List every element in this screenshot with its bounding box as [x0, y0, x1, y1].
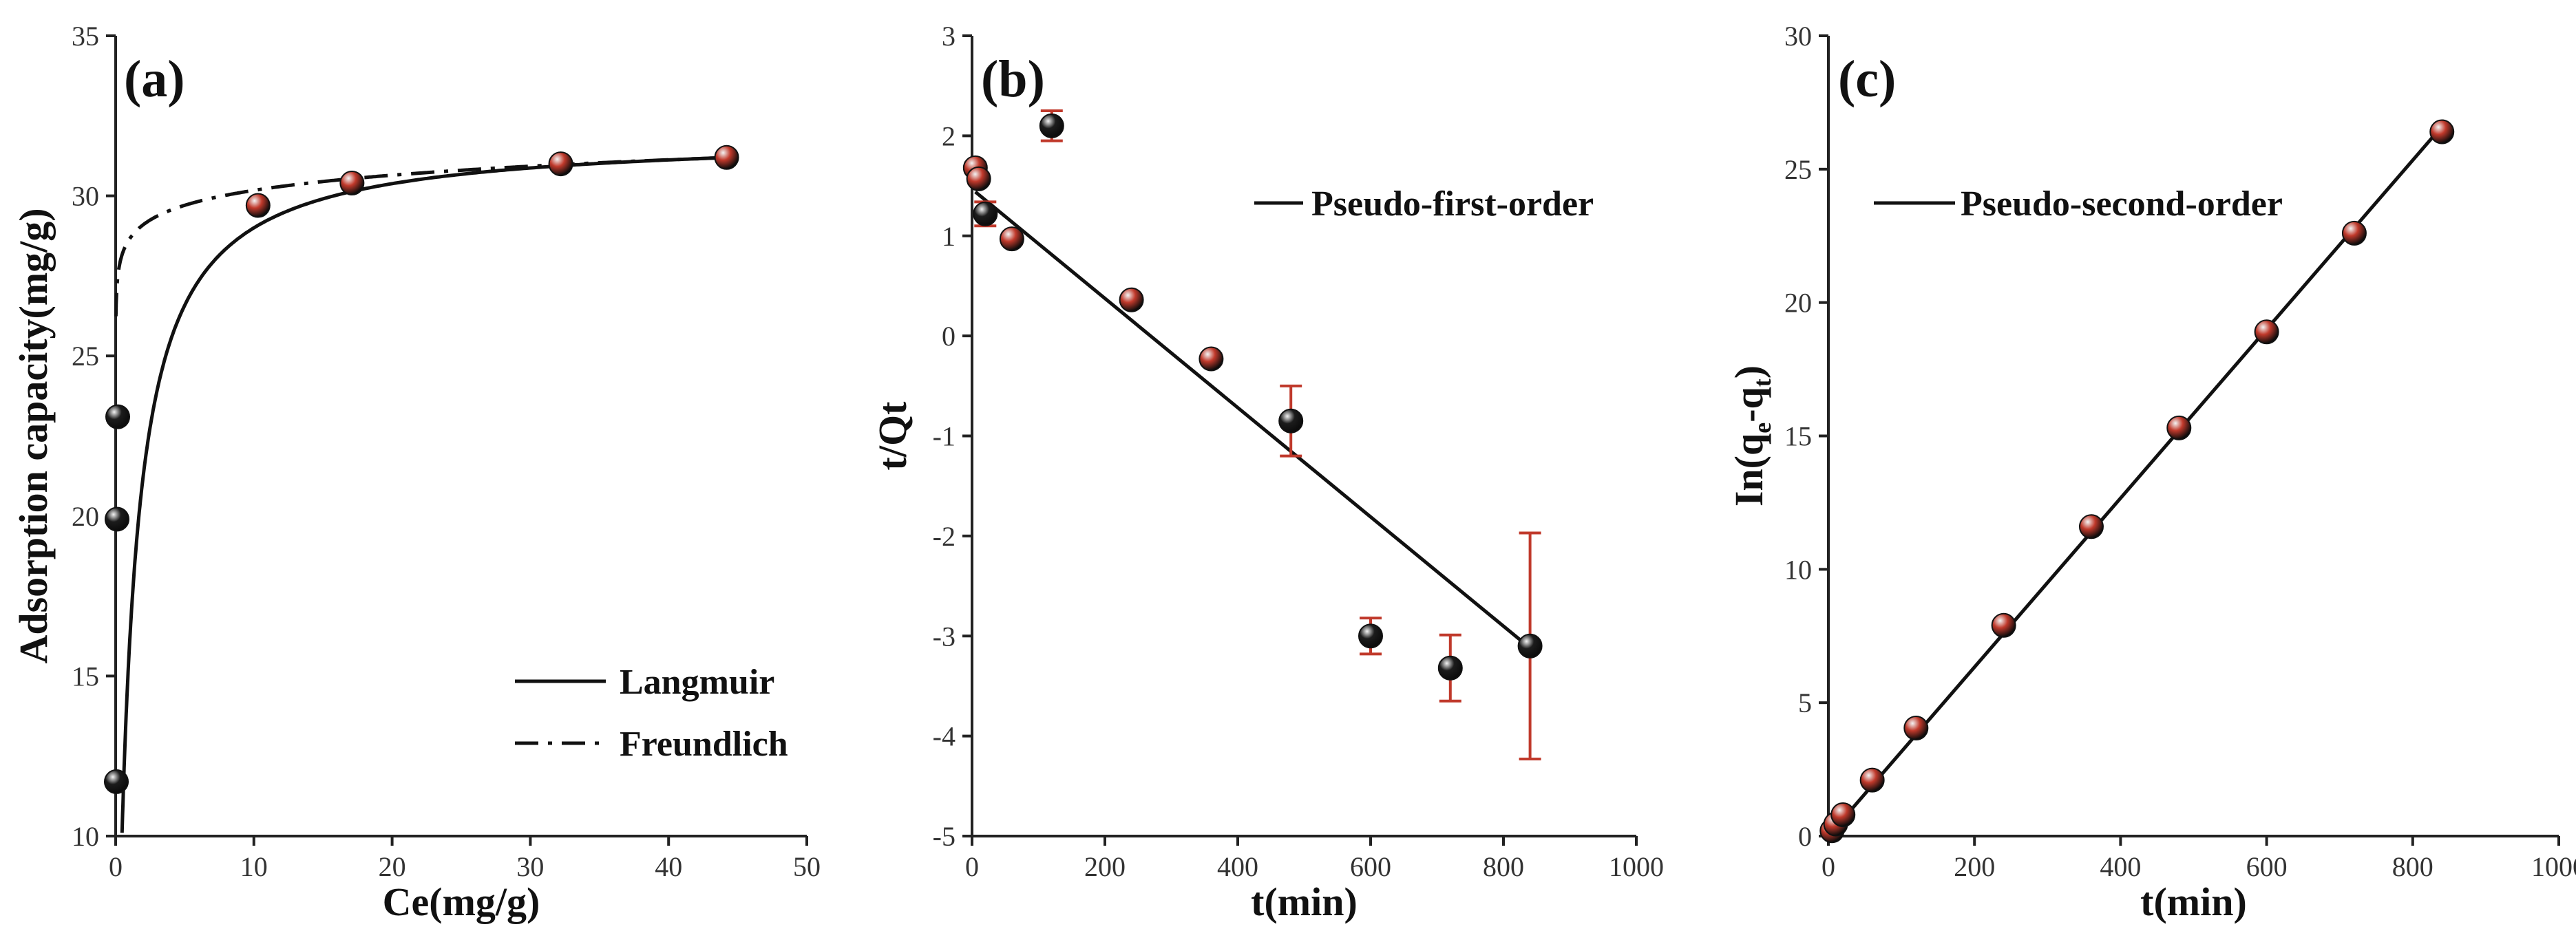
- x-tick-label: 50: [793, 851, 821, 882]
- y-tick-label: 30: [72, 181, 99, 212]
- legend-label: Langmuir: [620, 663, 774, 702]
- legend-label: Pseudo-first-order: [1311, 184, 1594, 224]
- x-tick-label: 1000: [1609, 851, 1664, 882]
- data-point: [548, 151, 573, 177]
- x-tick-label: 0: [965, 851, 979, 882]
- data-point: [1278, 408, 1304, 434]
- y-axis-title: Adsorption capacity(mg/g): [11, 208, 56, 663]
- y-tick-label: 25: [72, 341, 99, 372]
- data-point: [2078, 514, 2104, 539]
- data-point: [2341, 220, 2367, 246]
- data-point: [339, 170, 365, 195]
- y-tick-label: 25: [1784, 154, 1812, 185]
- data-point: [1039, 113, 1064, 138]
- data-point: [1437, 655, 1463, 681]
- y-axis-title: In(qe-qt): [1727, 365, 1776, 506]
- x-tick-label: 1000: [2531, 851, 2576, 882]
- y-tick-label: 30: [1784, 21, 1812, 52]
- x-tick-label: 0: [1822, 851, 1835, 882]
- x-tick-label: 30: [516, 851, 544, 882]
- x-tick-label: 20: [379, 851, 406, 882]
- y-axis-title-sub: e: [1749, 423, 1776, 434]
- data-point: [1199, 346, 1224, 372]
- data-point: [1119, 287, 1144, 312]
- x-tick-label: 600: [2246, 851, 2288, 882]
- fit-line-pseudo-second-order: [1827, 125, 2444, 837]
- x-tick-label: 10: [240, 851, 268, 882]
- legend-label: Freundlich: [620, 725, 788, 764]
- data-point: [1991, 612, 2016, 638]
- y-tick-label: -2: [933, 521, 956, 552]
- data-point: [966, 166, 991, 191]
- x-tick-label: 600: [1350, 851, 1391, 882]
- data-point: [105, 506, 130, 532]
- y-tick-label: -1: [933, 421, 956, 452]
- data-point: [1358, 623, 1383, 649]
- y-axis-title: t/Qt: [870, 401, 915, 471]
- data-point: [104, 769, 129, 794]
- y-tick-label: 20: [1784, 288, 1812, 319]
- y-axis-title-part: -q: [1727, 387, 1771, 423]
- panel-label: (b): [981, 50, 1045, 108]
- y-tick-label: -5: [933, 821, 956, 852]
- data-point: [973, 201, 998, 226]
- fit-line-freundlich: [114, 155, 738, 317]
- y-tick-label: -4: [933, 721, 956, 752]
- data-point: [1517, 633, 1543, 659]
- y-tick-label: 35: [72, 21, 99, 52]
- y-tick-label: 1: [942, 221, 956, 252]
- y-tick-label: 10: [72, 821, 99, 852]
- data-point: [1830, 802, 1856, 827]
- x-axis-title: t(min): [1251, 879, 1358, 924]
- y-tick-label: 15: [1784, 421, 1812, 452]
- y-tick-label: 20: [72, 501, 99, 532]
- x-axis-title: t(min): [2140, 879, 2247, 924]
- data-point: [2254, 319, 2279, 345]
- y-axis-title-part: In(q: [1727, 434, 1771, 506]
- y-tick-label: 0: [1798, 821, 1812, 852]
- y-axis-title-sub: t: [1749, 378, 1776, 387]
- y-tick-label: 5: [1798, 687, 1812, 718]
- y-tick-label: 0: [942, 321, 956, 352]
- x-tick-label: 800: [1483, 851, 1524, 882]
- y-tick-label: -3: [933, 621, 956, 652]
- y-tick-label: 15: [72, 661, 99, 692]
- data-point: [1903, 715, 1929, 740]
- data-point: [999, 226, 1024, 252]
- y-tick-label: 3: [942, 21, 956, 52]
- panel-b: 0 200 400 600 800 1000 -5 -4 -3 -2 -1 0 1 2 3 t(min) t/Q…: [870, 21, 1664, 924]
- data-point: [1859, 767, 1885, 793]
- x-tick-label: 400: [2100, 851, 2141, 882]
- x-tick-label: 0: [109, 851, 123, 882]
- y-tick-label: 10: [1784, 554, 1812, 585]
- x-axis-title: Ce(mg/g): [383, 879, 540, 924]
- x-tick-label: 400: [1217, 851, 1258, 882]
- x-tick-label: 200: [1084, 851, 1126, 882]
- panel-c: 0 200 400 600 800 1000 0 5 10 15 20 25 30 t(min) In(qe…: [1727, 21, 2576, 924]
- panel-a: 0 10 20 30 40 50 10 15 20 25 30 35 Ce(mg/g) Adsorptio…: [11, 21, 821, 924]
- data-point: [105, 404, 131, 429]
- fit-line-pseudo-first-order: [974, 190, 1532, 650]
- data-point: [2166, 415, 2192, 440]
- x-tick-label: 40: [655, 851, 682, 882]
- data-point: [2429, 119, 2455, 145]
- panel-label: (a): [124, 50, 185, 108]
- x-tick-label: 800: [2392, 851, 2434, 882]
- y-axis-title-part: ): [1727, 365, 1771, 378]
- legend-label: Pseudo-second-order: [1961, 184, 2283, 224]
- panel-label: (c): [1838, 50, 1896, 108]
- y-tick-label: 2: [942, 120, 956, 151]
- data-point: [245, 193, 271, 218]
- data-point: [714, 145, 739, 170]
- x-tick-label: 200: [1954, 851, 1995, 882]
